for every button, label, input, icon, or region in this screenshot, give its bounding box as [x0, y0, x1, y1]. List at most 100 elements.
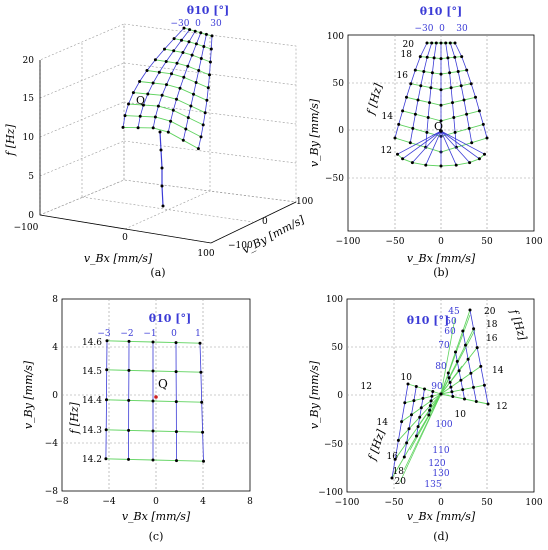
b-ytick: 0 — [338, 126, 344, 136]
c-point — [105, 339, 109, 343]
c-point — [151, 399, 155, 403]
a-point — [210, 34, 214, 38]
d-theta-curve — [455, 351, 465, 400]
b-theta-tick: −30 — [415, 24, 434, 34]
d-point — [446, 371, 450, 375]
a-f-curve — [174, 38, 212, 50]
d-f-tick-top: 18 — [486, 320, 498, 330]
c-point — [174, 341, 178, 345]
d-point — [482, 383, 486, 387]
b-point — [425, 41, 429, 45]
b-point — [425, 130, 429, 134]
d-point — [414, 385, 418, 388]
b-point — [448, 71, 452, 75]
a-point — [171, 108, 175, 112]
a-point — [203, 111, 207, 115]
b-point — [448, 41, 452, 45]
b-point — [430, 41, 434, 45]
b-point — [429, 86, 433, 90]
a-zlabel: f [Hz] — [4, 124, 17, 157]
a-point — [160, 184, 164, 188]
b-point — [432, 56, 436, 60]
a-xtick: 0 — [122, 233, 128, 243]
a-ztick: 10 — [23, 133, 35, 143]
b-point — [459, 84, 463, 88]
a-point — [146, 92, 150, 96]
d-f-tick-bot: 10 — [455, 410, 467, 420]
panel-d: −100 −50 0 50 100 −100 −50 0 50 100 v_Bx… — [308, 295, 543, 523]
c-point — [105, 368, 109, 372]
a-point — [199, 135, 203, 139]
d-f-label-top: f [Hz] — [507, 307, 530, 343]
d-point — [403, 401, 407, 405]
d-point — [412, 399, 416, 403]
a-f-curve — [128, 103, 204, 126]
b-theta-curve — [412, 130, 442, 163]
caption-b: (b) — [433, 266, 449, 279]
c-point — [151, 369, 155, 373]
d-theta-tick: 100 — [435, 420, 452, 430]
b-f-tick: 18 — [401, 50, 413, 60]
a-point — [172, 37, 176, 41]
a-xtick: −100 — [14, 223, 39, 233]
a-f-curve — [139, 81, 208, 101]
a-point — [170, 72, 173, 76]
d-theta-tick: 120 — [428, 459, 445, 469]
c-xlabel: v_Bx [mm/s] — [122, 510, 191, 523]
a-point — [157, 70, 161, 74]
a-theta-curve — [198, 35, 213, 149]
a-point — [153, 58, 157, 62]
a-ztick: 15 — [23, 94, 35, 104]
b-point — [474, 95, 477, 99]
d-point — [428, 408, 432, 412]
a-theta-tick: −30 — [171, 19, 190, 29]
d-f-tick-bot: 14 — [377, 418, 389, 428]
b-point — [425, 55, 429, 59]
d-theta-curve — [399, 393, 442, 483]
b-mesh — [393, 41, 489, 168]
b-ytick: 100 — [327, 32, 344, 42]
b-point — [439, 57, 443, 61]
a-theta-tick: 30 — [210, 19, 222, 29]
b-point — [439, 103, 443, 107]
a-point — [197, 69, 201, 72]
d-theta-tick: 45 — [448, 307, 460, 317]
a-xlabel: v_Bx [mm/s] — [84, 252, 153, 265]
a-point — [172, 49, 176, 53]
b-q-label: Q — [434, 120, 443, 133]
d-point — [419, 406, 423, 410]
b-f-tick: 20 — [403, 40, 415, 50]
b-f-tick: 14 — [382, 112, 394, 122]
b-point — [413, 112, 417, 116]
b-point — [410, 161, 414, 165]
c-point — [127, 428, 131, 432]
b-point — [452, 116, 456, 119]
c-point — [105, 398, 108, 402]
d-point — [390, 476, 394, 480]
a-point — [131, 91, 135, 95]
d-point — [430, 394, 434, 398]
a-point — [190, 53, 194, 57]
c-f-tick: 14.5 — [82, 367, 102, 377]
b-theta-curve — [425, 130, 442, 166]
d-point — [448, 380, 452, 384]
d-point — [457, 369, 461, 373]
d-xtick: −50 — [385, 498, 404, 508]
b-point — [468, 161, 472, 165]
c-point — [127, 398, 131, 402]
b-point — [481, 122, 485, 126]
b-point — [401, 109, 405, 113]
c-ytick: −8 — [45, 487, 59, 497]
d-f-tick-bot: 16 — [387, 452, 399, 462]
a-point — [121, 125, 125, 129]
b-point — [424, 163, 428, 167]
d-ylabel: v_By [mm/s] — [308, 360, 321, 429]
b-point — [439, 72, 443, 76]
caption-d: (d) — [433, 530, 449, 543]
a-f-curve — [124, 115, 202, 138]
a-point — [153, 115, 157, 119]
a-point — [123, 114, 127, 118]
b-theta-curve — [425, 42, 437, 148]
d-point — [479, 364, 483, 368]
